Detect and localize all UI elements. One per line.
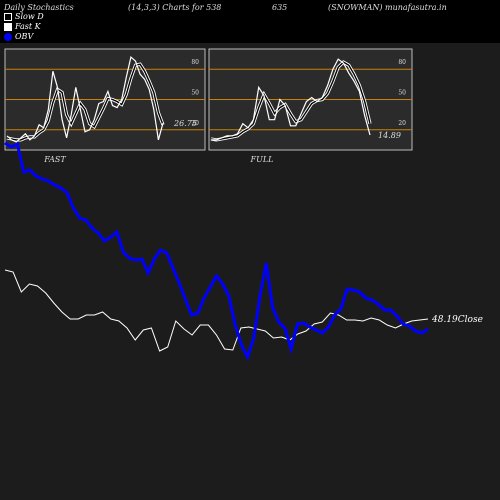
fast-tick-label-50: 50: [191, 90, 199, 97]
legend-item-fast-k: Fast K: [4, 22, 41, 31]
close-value-label: 48.19Close: [431, 315, 483, 325]
stock-symbol: (SNOWMAN) munafasutra.in: [328, 3, 447, 12]
full-tick-label-50: 50: [398, 90, 406, 97]
obv-line: [4, 141, 429, 361]
fast-tick-label-80: 80: [191, 59, 199, 66]
full-tick-label-20: 20: [398, 120, 406, 127]
obv-price-panel: 48.19Close: [4, 141, 483, 361]
full-fast-k-line: [211, 58, 371, 141]
fast-last-value: 26.75: [173, 119, 197, 128]
legend-item-obv: OBV: [4, 32, 33, 41]
full-panel: 20 50 80 14.89 FULL: [208, 48, 413, 164]
legend-label-fast-k: Fast K: [15, 22, 41, 31]
legend-label-obv: OBV: [15, 32, 34, 41]
legend-item-slow-d: Slow D: [4, 12, 44, 21]
full-panel-title: FULL: [250, 155, 274, 164]
full-slow-d-line: [210, 61, 371, 141]
full-tick-label-80: 80: [398, 59, 406, 66]
stock-code: 635: [272, 3, 288, 12]
price-line: [4, 269, 429, 352]
chart-title: Daily Stochastics: [4, 3, 74, 12]
legend-label-slow-d: Slow D: [15, 12, 44, 21]
obv-swatch: [4, 32, 12, 41]
fast-tick-label-20: 20: [191, 120, 199, 127]
fast-panel-title: FAST: [43, 155, 66, 164]
fast-panel: 20 50 80 26.75 FAST: [4, 48, 206, 164]
chart-params: (14,3,3) Charts for 538: [128, 3, 222, 12]
slow-d-swatch: [4, 12, 12, 21]
full-last-value: 14.89: [378, 131, 401, 140]
fast-fast-k-line: [6, 55, 164, 143]
fast-k-swatch: [4, 22, 12, 31]
